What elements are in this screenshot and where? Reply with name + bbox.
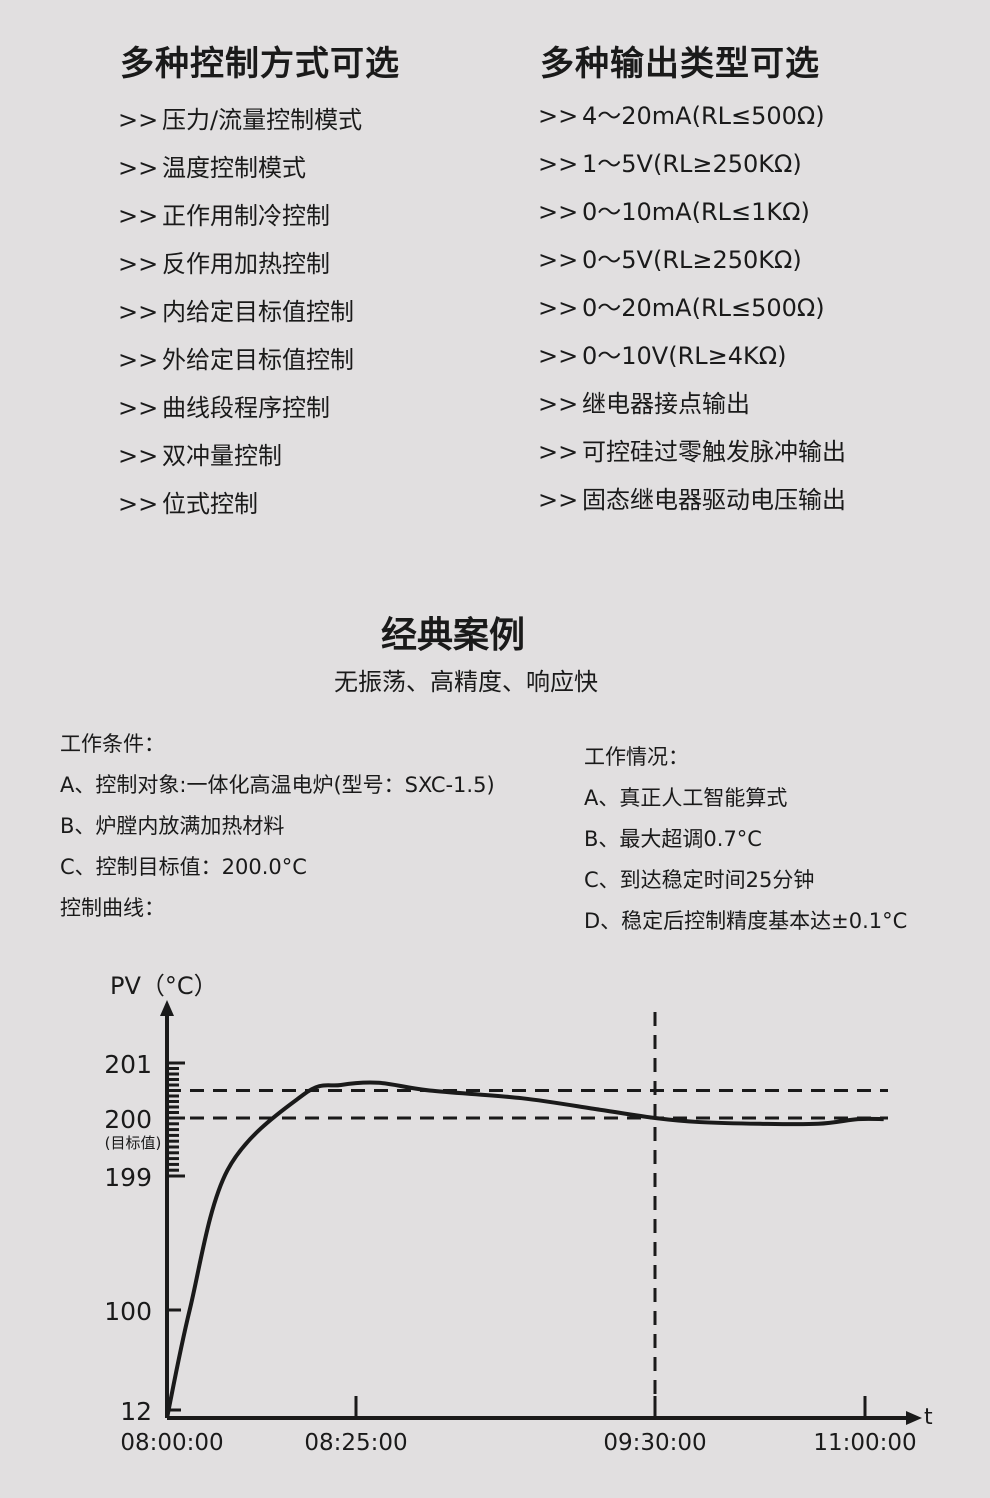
bullet-marker: >> [538, 294, 579, 322]
output-type-item: >> 0～10mA(RL≤1KΩ) [538, 188, 846, 236]
list-item-text: 曲线段程序控制 [162, 394, 330, 422]
bullet-marker: >> [118, 154, 159, 182]
control-mode-item: >> 外给定目标值控制 [118, 336, 362, 384]
bullet-marker: >> [538, 486, 579, 514]
condition-item: B、炉膛内放满加热材料 [60, 814, 285, 838]
control-modes-list: >> 压力/流量控制模式 >> 温度控制模式 >> 正作用制冷控制 >> 反作用加热控制 >> 内… [118, 96, 362, 528]
case-title: 经典案例 [380, 615, 525, 656]
performance-item: A、真正人工智能算式 [584, 786, 788, 810]
condition-item: A、控制对象:一体化高温电炉(型号：SXC-1.5) [60, 773, 495, 797]
y-tick-label: 199 [104, 1163, 152, 1192]
bullet-marker: >> [538, 150, 579, 178]
output-type-item: >> 1～5V(RL≥250KΩ) [538, 140, 846, 188]
output-type-item: >> 0～5V(RL≥250KΩ) [538, 236, 846, 284]
list-item-text: 继电器接点输出 [582, 390, 750, 418]
list-item-text: 位式控制 [162, 490, 258, 518]
list-item-text: 压力/流量控制模式 [162, 106, 363, 134]
list-item-text: 温度控制模式 [162, 154, 306, 182]
performance-heading: 工作情况： [584, 745, 689, 769]
output-types-title: 多种输出类型可选 [540, 44, 820, 84]
bullet-marker: >> [118, 250, 159, 278]
conditions-block: 工作条件： A、控制对象:一体化高温电炉(型号：SXC-1.5) B、炉膛内放满… [60, 724, 495, 929]
condition-item: C、控制目标值：200.0°C [60, 855, 307, 879]
list-item-text: 双冲量控制 [162, 442, 282, 470]
output-type-item: >> 0～10V(RL≥4KΩ) [538, 332, 846, 380]
control-mode-item: >> 内给定目标值控制 [118, 288, 362, 336]
curve-heading: 控制曲线： [60, 896, 165, 920]
bullet-marker: >> [538, 342, 579, 370]
bullet-marker: >> [538, 438, 579, 466]
output-type-item: >> 4～20mA(RL≤500Ω) [538, 92, 846, 140]
case-subtitle: 无振荡、高精度、响应快 [334, 668, 598, 696]
bullet-marker: >> [538, 390, 579, 418]
bullet-marker: >> [118, 490, 159, 518]
x-tick-label: 08:00:00 [120, 1430, 223, 1456]
x-axis-arrow-icon [906, 1411, 922, 1425]
bullet-marker: >> [538, 246, 579, 274]
bullet-marker: >> [118, 346, 159, 374]
list-item-text: 0～20mA(RL≤500Ω) [582, 294, 825, 322]
x-axis-label: t [924, 1405, 933, 1430]
output-type-item: >> 固态继电器驱动电压输出 [538, 476, 846, 524]
control-mode-item: >> 位式控制 [118, 480, 362, 528]
target-value-note: (目标值) [105, 1134, 162, 1152]
conditions-heading: 工作条件： [60, 732, 165, 756]
y-tick-label: 200 [104, 1105, 152, 1134]
list-item-text: 1～5V(RL≥250KΩ) [582, 150, 802, 178]
list-item-text: 外给定目标值控制 [162, 346, 354, 374]
output-type-item: >> 可控硅过零触发脉冲输出 [538, 428, 846, 476]
bullet-marker: >> [118, 106, 159, 134]
output-type-item: >> 继电器接点输出 [538, 380, 846, 428]
y-tick-label: 100 [104, 1297, 152, 1326]
performance-block: 工作情况： A、真正人工智能算式 B、最大超调0.7°C C、到达稳定时间25分… [584, 737, 907, 942]
y-axis-label: PV（°C） [110, 972, 218, 1000]
bullet-marker: >> [538, 198, 579, 226]
bullet-marker: >> [118, 394, 159, 422]
list-item-text: 可控硅过零触发脉冲输出 [582, 438, 846, 466]
list-item-text: 正作用制冷控制 [162, 202, 330, 230]
control-mode-item: >> 正作用制冷控制 [118, 192, 362, 240]
list-item-text: 0～10mA(RL≤1KΩ) [582, 198, 810, 226]
control-mode-item: >> 反作用加热控制 [118, 240, 362, 288]
performance-item: D、稳定后控制精度基本达±0.1°C [584, 909, 908, 933]
control-mode-item: >> 压力/流量控制模式 [118, 96, 362, 144]
bullet-marker: >> [118, 442, 159, 470]
control-modes-title: 多种控制方式可选 [120, 44, 400, 84]
x-tick-label: 09:30:00 [603, 1430, 706, 1456]
output-types-list: >> 4～20mA(RL≤500Ω) >> 1～5V(RL≥250KΩ) >> 0～10m… [538, 92, 846, 524]
list-item-text: 反作用加热控制 [162, 250, 330, 278]
bullet-marker: >> [538, 102, 579, 130]
bullet-marker: >> [118, 298, 159, 326]
y-axis-arrow-icon [160, 1000, 174, 1016]
control-mode-item: >> 曲线段程序控制 [118, 384, 362, 432]
output-type-item: >> 0～20mA(RL≤500Ω) [538, 284, 846, 332]
y-tick-label: 12 [120, 1397, 152, 1426]
list-item-text: 0～5V(RL≥250KΩ) [582, 246, 802, 274]
bullet-marker: >> [118, 202, 159, 230]
list-item-text: 0～10V(RL≥4KΩ) [582, 342, 787, 370]
x-tick-label: 08:25:00 [304, 1430, 407, 1456]
control-mode-item: >> 温度控制模式 [118, 144, 362, 192]
x-tick-label: 11:00:00 [813, 1430, 916, 1456]
performance-item: B、最大超调0.7°C [584, 827, 762, 851]
list-item-text: 内给定目标值控制 [162, 298, 354, 326]
y-tick-label: 201 [104, 1050, 152, 1079]
performance-item: C、到达稳定时间25分钟 [584, 868, 815, 892]
list-item-text: 4～20mA(RL≤500Ω) [582, 102, 825, 130]
pv-curve [165, 1080, 884, 1419]
control-mode-item: >> 双冲量控制 [118, 432, 362, 480]
list-item-text: 固态继电器驱动电压输出 [582, 486, 846, 514]
